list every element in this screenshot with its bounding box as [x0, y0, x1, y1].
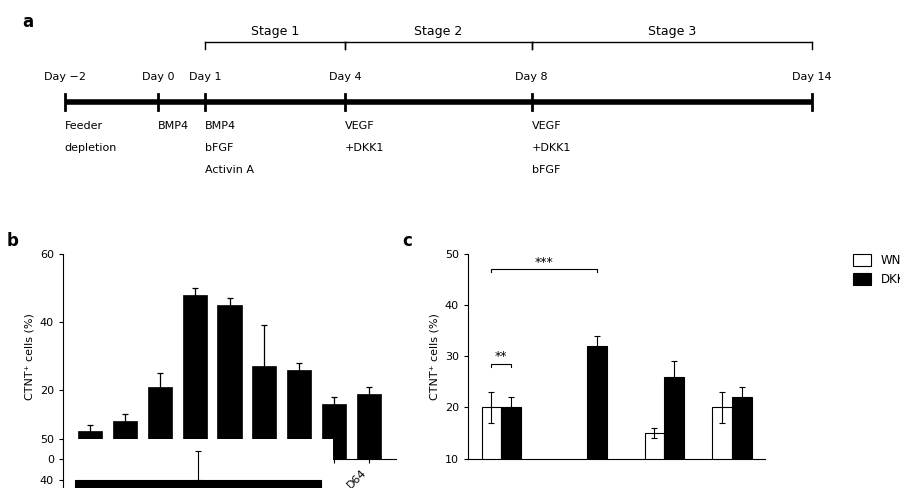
Text: Day 8: Day 8	[516, 72, 548, 82]
Text: VEGF: VEGF	[532, 122, 562, 131]
Y-axis label: CTNT⁺ cells (%): CTNT⁺ cells (%)	[429, 313, 439, 400]
Text: bFGF: bFGF	[532, 165, 560, 175]
Text: Day 1: Day 1	[189, 72, 221, 82]
Bar	[148, 387, 172, 459]
Text: Stage 2: Stage 2	[414, 25, 463, 38]
Bar	[252, 366, 276, 459]
Legend: WNT3A, DKK1: WNT3A, DKK1	[849, 250, 900, 291]
Text: Stage 1: Stage 1	[251, 25, 299, 38]
Text: depletion: depletion	[65, 143, 117, 153]
Y-axis label: CTNT⁺ cells (%): CTNT⁺ cells (%)	[24, 313, 34, 400]
Text: VEGF: VEGF	[345, 122, 374, 131]
Bar	[321, 404, 347, 459]
Text: Day −2: Day −2	[44, 72, 86, 82]
Text: **: **	[495, 350, 508, 364]
Text: Stage 3: Stage 3	[648, 25, 696, 38]
Text: bFGF: bFGF	[205, 143, 233, 153]
Bar	[482, 407, 501, 488]
Text: a: a	[22, 13, 34, 31]
Bar	[664, 377, 684, 488]
Bar	[78, 431, 103, 459]
Text: Day 14: Day 14	[792, 72, 832, 82]
Text: b: b	[6, 232, 18, 250]
Bar	[287, 370, 311, 459]
Bar	[732, 397, 752, 488]
Bar	[712, 407, 732, 488]
Text: ***: ***	[535, 256, 554, 268]
Bar	[183, 295, 207, 459]
Bar	[112, 421, 138, 459]
Text: BMP4: BMP4	[158, 122, 189, 131]
Bar	[644, 433, 664, 488]
Bar	[217, 305, 242, 459]
Text: Activin A: Activin A	[205, 165, 254, 175]
Text: Day 4: Day 4	[328, 72, 361, 82]
Bar	[501, 407, 521, 488]
Text: Feeder: Feeder	[65, 122, 103, 131]
Text: BMP4: BMP4	[205, 122, 236, 131]
Text: +DKK1: +DKK1	[532, 143, 572, 153]
Text: Day 0: Day 0	[142, 72, 175, 82]
Bar	[76, 480, 320, 488]
Text: c: c	[402, 232, 412, 250]
Bar	[587, 346, 607, 488]
Text: +DKK1: +DKK1	[345, 143, 384, 153]
Bar	[356, 394, 381, 459]
